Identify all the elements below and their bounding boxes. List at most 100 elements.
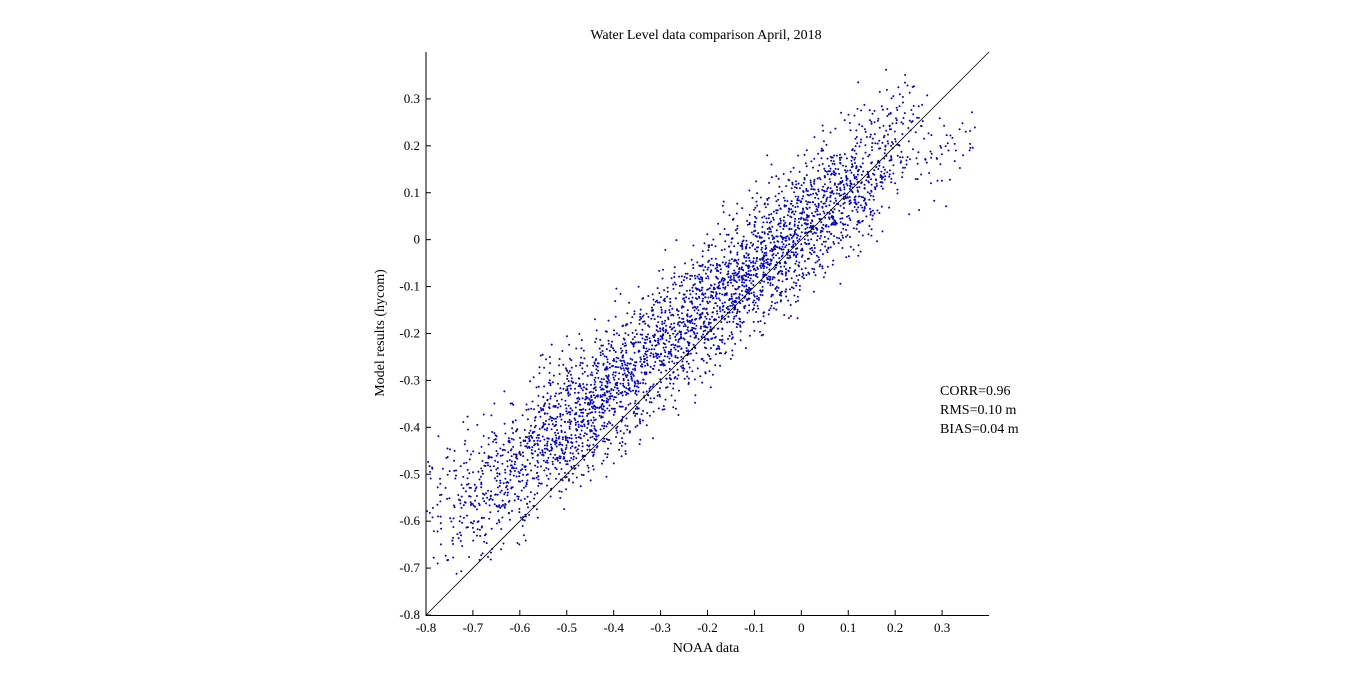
scatter-point <box>823 212 826 215</box>
scatter-point <box>669 297 672 300</box>
scatter-point <box>755 272 758 275</box>
scatter-point <box>641 337 644 340</box>
scatter-point <box>559 457 562 459</box>
scatter-point <box>537 385 540 388</box>
scatter-point <box>603 437 606 440</box>
scatter-point <box>631 338 634 341</box>
scatter-point <box>568 478 570 481</box>
scatter-point <box>578 383 581 385</box>
scatter-point <box>504 477 507 480</box>
scatter-point <box>852 174 855 176</box>
scatter-point <box>881 187 884 190</box>
scatter-point <box>863 128 866 131</box>
scatter-point <box>689 315 691 318</box>
scatter-point <box>817 206 820 209</box>
scatter-point <box>728 299 731 302</box>
scatter-point <box>656 394 659 397</box>
scatter-point <box>495 504 498 507</box>
scatter-point <box>845 228 848 231</box>
scatter-point <box>928 172 931 175</box>
scatter-point <box>644 364 647 367</box>
scatter-point <box>652 368 655 370</box>
scatter-point <box>772 218 775 221</box>
scatter-point <box>711 337 714 340</box>
scatter-point <box>790 277 793 280</box>
scatter-point <box>695 292 698 295</box>
scatter-point <box>757 298 760 301</box>
scatter-point <box>539 451 542 454</box>
scatter-point <box>870 183 873 186</box>
scatter-point <box>757 297 760 299</box>
scatter-point <box>723 311 726 313</box>
scatter-point <box>969 146 972 149</box>
scatter-point <box>546 459 549 462</box>
scatter-point <box>669 337 671 340</box>
scatter-point <box>808 242 810 245</box>
scatter-point <box>482 413 485 416</box>
scatter-point <box>563 382 566 385</box>
scatter-point <box>614 351 617 353</box>
scatter-point <box>548 371 551 374</box>
scatter-point <box>694 287 697 290</box>
scatter-point <box>426 510 428 513</box>
scatter-point <box>535 508 538 511</box>
scatter-point <box>718 306 721 309</box>
scatter-point <box>572 381 575 384</box>
scatter-point <box>729 279 732 282</box>
scatter-point <box>579 364 582 367</box>
scatter-point <box>807 201 810 204</box>
scatter-point <box>917 116 920 119</box>
scatter-point <box>907 127 910 129</box>
scatter-point <box>536 439 539 442</box>
scatter-point <box>718 347 720 350</box>
scatter-point <box>503 449 506 451</box>
scatter-point <box>594 408 596 411</box>
scatter-point <box>717 345 720 348</box>
scatter-point <box>865 179 868 182</box>
scatter-point <box>544 461 547 464</box>
scatter-point <box>792 240 795 242</box>
scatter-point <box>939 145 942 147</box>
scatter-point <box>542 423 545 426</box>
scatter-point <box>691 296 694 299</box>
scatter-point <box>568 370 571 373</box>
scatter-point <box>793 186 796 189</box>
scatter-point <box>803 211 806 214</box>
scatter-point <box>662 346 665 349</box>
scatter-point <box>735 314 738 317</box>
scatter-point <box>839 239 842 242</box>
scatter-point <box>536 471 539 474</box>
scatter-point <box>621 391 624 393</box>
scatter-point <box>869 136 872 138</box>
scatter-point <box>659 296 662 299</box>
scatter-point <box>834 172 837 175</box>
scatter-point <box>481 472 484 475</box>
scatter-point <box>493 503 496 506</box>
scatter-point <box>729 262 732 265</box>
scatter-point <box>600 344 603 347</box>
scatter-point <box>444 554 447 557</box>
scatter-point <box>849 219 852 222</box>
scatter-point <box>741 300 744 303</box>
scatter-point <box>620 351 623 354</box>
scatter-point <box>709 357 712 360</box>
scatter-point <box>780 232 782 234</box>
scatter-point <box>563 431 566 434</box>
scatter-point <box>564 421 566 423</box>
scatter-point <box>821 265 824 268</box>
scatter-point <box>602 427 605 430</box>
scatter-point <box>484 533 487 536</box>
scatter-point <box>953 142 956 145</box>
scatter-point <box>784 262 787 265</box>
scatter-point <box>511 510 513 512</box>
scatter-point <box>958 167 961 169</box>
scatter-point <box>883 134 886 137</box>
scatter-point <box>839 153 841 156</box>
scatter-point <box>838 194 841 197</box>
scatter-point <box>572 455 575 458</box>
scatter-point <box>795 274 798 277</box>
scatter-point <box>745 252 748 255</box>
scatter-point <box>806 208 809 210</box>
scatter-point <box>849 129 852 132</box>
scatter-point <box>611 340 613 343</box>
